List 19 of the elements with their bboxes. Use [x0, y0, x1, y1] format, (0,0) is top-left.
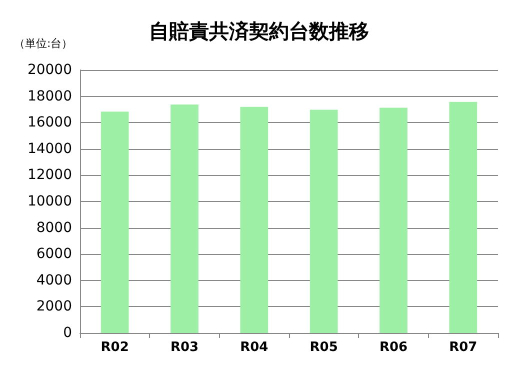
y-tick-label: 16000: [27, 114, 72, 131]
y-tick-label: 0: [63, 325, 72, 341]
y-tick-label: 14000: [27, 140, 72, 157]
y-tick-label: 6000: [36, 246, 72, 262]
y-tick-label: 4000: [36, 272, 72, 288]
y-tick-label: 10000: [27, 194, 72, 210]
x-tick-label: R04: [240, 340, 268, 355]
x-tick-label: R05: [310, 340, 338, 355]
chart-title: 自賠責共済契約台数推移: [149, 19, 369, 43]
x-tick-label: R06: [379, 340, 408, 355]
y-tick-label: 8000: [36, 220, 72, 236]
y-tick-label: 12000: [27, 167, 72, 184]
y-tick-label: 2000: [36, 298, 72, 315]
x-tick-label: R03: [170, 340, 199, 355]
x-tick-label: R07: [449, 340, 478, 355]
y-tick-label: 20000: [27, 62, 72, 78]
y-tick-label: 18000: [27, 88, 72, 104]
text: （単位:台）: [14, 37, 73, 50]
x-tick-label: R02: [100, 340, 129, 355]
